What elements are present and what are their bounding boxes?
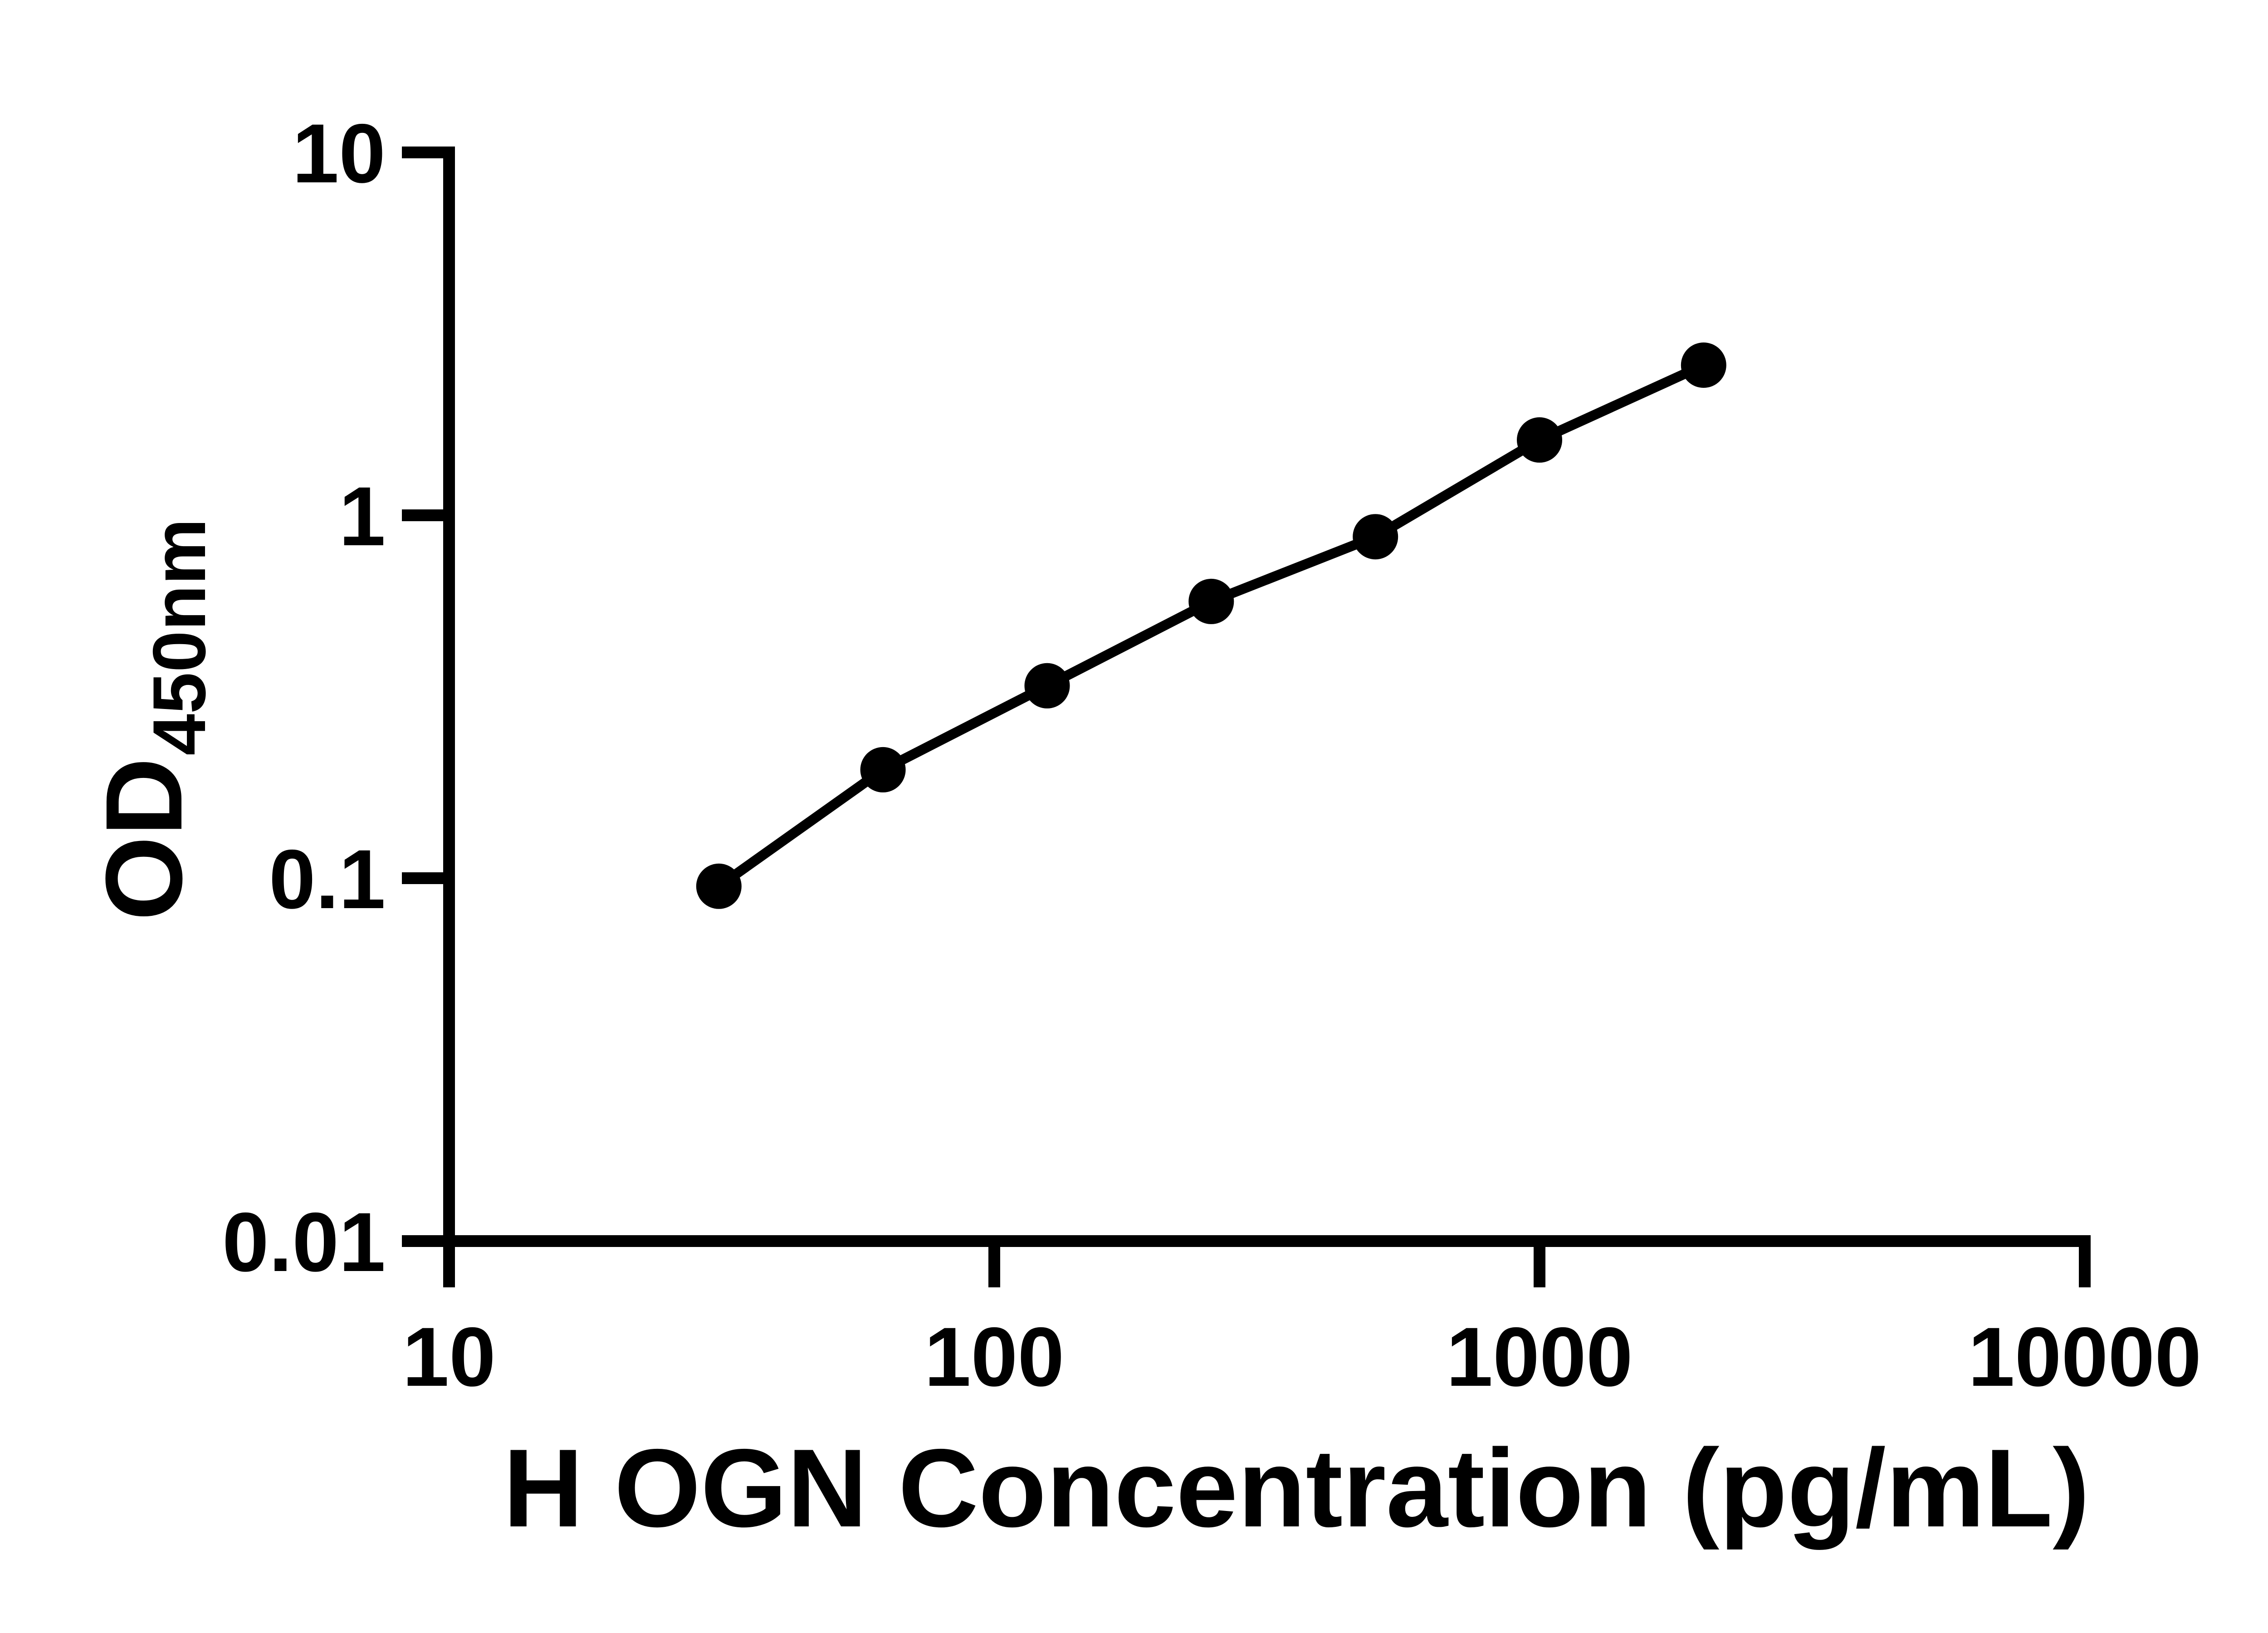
data-series: [696, 342, 1726, 909]
y-tick-label: 0.01: [222, 1196, 386, 1289]
x-tick-label: 100: [924, 1310, 1065, 1404]
data-point: [1353, 514, 1398, 560]
x-tick-label: 10000: [1968, 1310, 2201, 1404]
x-tick-label: 10: [402, 1310, 496, 1404]
y-tick-label: 1: [339, 470, 386, 563]
data-point: [1517, 417, 1562, 463]
data-point: [1188, 578, 1234, 624]
data-point: [1024, 663, 1070, 709]
y-tick-label: 0.1: [269, 833, 386, 926]
y-axis-title-subscript: 450nm: [137, 518, 221, 756]
data-point: [1681, 342, 1726, 388]
x-tick-label: 1000: [1446, 1310, 1633, 1404]
data-point: [696, 863, 742, 909]
x-axis-title: H OGN Concentration (pg/mL): [503, 1426, 2090, 1550]
y-axis-title-main: OD: [83, 758, 205, 921]
data-point: [860, 747, 906, 792]
y-axis-title: OD 450nm: [83, 518, 221, 921]
y-tick-label: 10: [292, 107, 386, 200]
